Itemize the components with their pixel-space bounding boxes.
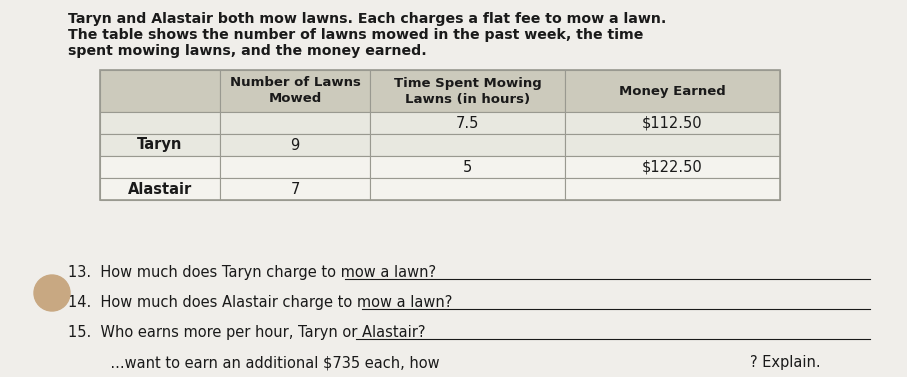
Text: Alastair: Alastair: [128, 181, 192, 196]
Text: 9: 9: [290, 138, 299, 153]
Bar: [370, 70, 565, 112]
Bar: [220, 134, 370, 156]
Text: $122.50: $122.50: [642, 159, 703, 175]
Text: Time Spent Mowing
Lawns (in hours): Time Spent Mowing Lawns (in hours): [394, 77, 541, 106]
Bar: [370, 134, 565, 156]
Text: ? Explain.: ? Explain.: [750, 355, 821, 370]
Bar: [370, 156, 565, 178]
Text: Taryn: Taryn: [137, 138, 182, 153]
Bar: [100, 112, 220, 134]
Bar: [100, 134, 220, 156]
Text: Taryn and Alastair both mow lawns. Each charges a flat fee to mow a lawn.: Taryn and Alastair both mow lawns. Each …: [68, 12, 667, 26]
Bar: [220, 178, 370, 200]
Text: 5: 5: [463, 159, 473, 175]
Bar: [220, 70, 370, 112]
Bar: [100, 70, 220, 112]
Bar: [565, 112, 780, 134]
Bar: [100, 156, 220, 178]
Bar: [100, 70, 780, 200]
Text: The table shows the number of lawns mowed in the past week, the time: The table shows the number of lawns mowe…: [68, 28, 643, 42]
Text: 7: 7: [290, 181, 299, 196]
Text: Money Earned: Money Earned: [619, 84, 726, 98]
Text: 14.  How much does Alastair charge to mow a lawn?: 14. How much does Alastair charge to mow…: [68, 295, 453, 310]
Bar: [565, 156, 780, 178]
Text: ...want to earn an additional $735 each, how: ...want to earn an additional $735 each,…: [78, 355, 440, 370]
Bar: [565, 70, 780, 112]
Bar: [565, 134, 780, 156]
Bar: [370, 112, 565, 134]
Text: Number of Lawns
Mowed: Number of Lawns Mowed: [229, 77, 360, 106]
Bar: [220, 156, 370, 178]
Text: 13.  How much does Taryn charge to mow a lawn?: 13. How much does Taryn charge to mow a …: [68, 265, 436, 280]
Bar: [370, 178, 565, 200]
Bar: [100, 178, 220, 200]
Text: $112.50: $112.50: [642, 115, 703, 130]
Text: spent mowing lawns, and the money earned.: spent mowing lawns, and the money earned…: [68, 44, 427, 58]
Bar: [220, 112, 370, 134]
Bar: [565, 178, 780, 200]
Text: 7.5: 7.5: [456, 115, 479, 130]
Text: 15.  Who earns more per hour, Taryn or Alastair?: 15. Who earns more per hour, Taryn or Al…: [68, 325, 425, 340]
Circle shape: [34, 275, 70, 311]
